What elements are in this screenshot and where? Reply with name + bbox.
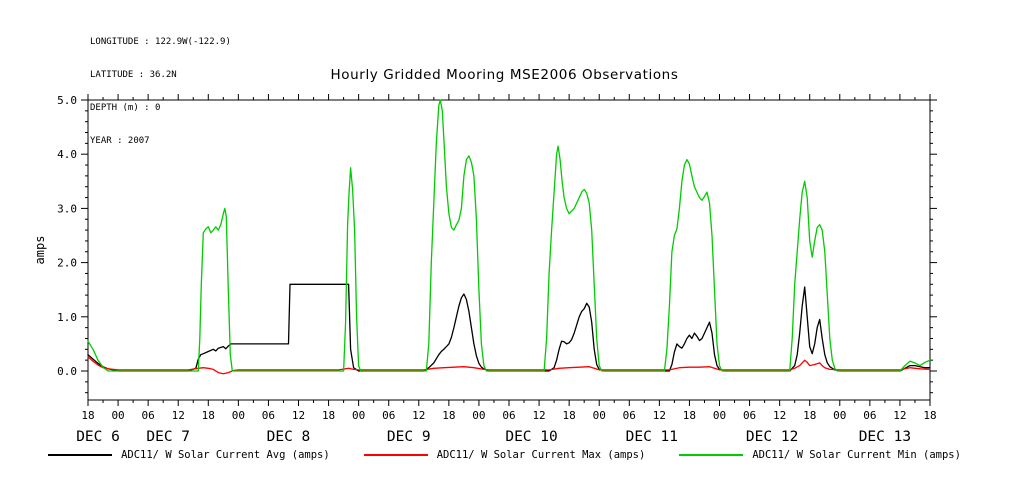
series-line-2 [87, 99, 931, 372]
x-date-label: DEC 8 [267, 429, 311, 445]
x-tick-label: 00 [593, 409, 606, 422]
x-tick-label: 00 [352, 409, 365, 422]
x-tick-label: 18 [803, 409, 816, 422]
x-tick-label: 00 [713, 409, 726, 422]
x-tick-label: 18 [563, 409, 576, 422]
x-tick-label: 18 [81, 409, 94, 422]
x-tick-label: 06 [382, 409, 395, 422]
legend-line-max-icon [363, 454, 428, 456]
station-metadata: LONGITUDE : 122.9W(-122.9) LATITUDE : 36… [90, 15, 231, 158]
x-tick-label: 12 [773, 409, 786, 422]
legend-label-max: ADC11/ W Solar Current Max (amps) [436, 449, 646, 461]
x-tick-label: 00 [232, 409, 245, 422]
legend-item-min: ADC11/ W Solar Current Min (amps) [679, 449, 961, 461]
legend-line-avg-icon [48, 454, 113, 456]
series-line-1 [87, 356, 931, 375]
y-tick-label: 2.0 [57, 257, 77, 270]
legend-label-avg: ADC11/ W Solar Current Avg (amps) [121, 449, 330, 461]
y-tick-label: 3.0 [57, 202, 77, 215]
x-tick-label: 00 [472, 409, 485, 422]
x-date-label: DEC 7 [146, 429, 190, 445]
metadata-year: YEAR : 2007 [90, 136, 150, 146]
y-tick-label: 5.0 [57, 94, 77, 107]
x-date-label: DEC 11 [626, 429, 678, 445]
x-date-label: DEC 13 [859, 429, 911, 445]
x-date-label: DEC 12 [746, 429, 798, 445]
x-tick-label: 06 [142, 409, 155, 422]
x-date-label: DEC 10 [505, 429, 557, 445]
x-tick-label: 12 [412, 409, 425, 422]
y-tick-label: 1.0 [57, 311, 77, 324]
x-date-label: DEC 9 [387, 429, 431, 445]
metadata-longitude: LONGITUDE : 122.9W(-122.9) [90, 37, 231, 47]
legend-item-avg: ADC11/ W Solar Current Avg (amps) [48, 449, 330, 461]
x-tick-label: 06 [743, 409, 756, 422]
series-line-0 [87, 283, 931, 372]
plot-frame [87, 99, 931, 401]
x-tick-label: 12 [172, 409, 185, 422]
x-date-label: DEC 6 [76, 429, 120, 445]
x-tick-label: 00 [111, 409, 124, 422]
x-tick-label: 18 [683, 409, 696, 422]
legend-label-min: ADC11/ W Solar Current Min (amps) [752, 449, 961, 461]
chart-legend: ADC11/ W Solar Current Avg (amps) ADC11/… [0, 449, 1009, 461]
x-tick-label: 06 [863, 409, 876, 422]
y-tick-label: 0.0 [57, 365, 77, 378]
metadata-latitude: LATITUDE : 36.2N [90, 70, 177, 80]
metadata-depth: DEPTH (m) : 0 [90, 103, 161, 113]
y-axis-title: amps [33, 236, 47, 265]
x-tick-label: 06 [623, 409, 636, 422]
x-tick-label: 00 [833, 409, 846, 422]
x-tick-label: 12 [292, 409, 305, 422]
x-tick-label: 12 [532, 409, 545, 422]
x-tick-label: 18 [442, 409, 455, 422]
legend-line-min-icon [679, 454, 744, 456]
x-tick-label: 06 [262, 409, 275, 422]
x-tick-label: 12 [893, 409, 906, 422]
x-tick-label: 18 [202, 409, 215, 422]
x-tick-label: 18 [322, 409, 335, 422]
x-tick-label: 06 [502, 409, 515, 422]
x-tick-label: 12 [653, 409, 666, 422]
legend-item-max: ADC11/ W Solar Current Max (amps) [363, 449, 646, 461]
y-tick-label: 4.0 [57, 148, 77, 161]
chart-title: Hourly Gridded Mooring MSE2006 Observati… [330, 67, 679, 83]
x-tick-label: 18 [923, 409, 936, 422]
